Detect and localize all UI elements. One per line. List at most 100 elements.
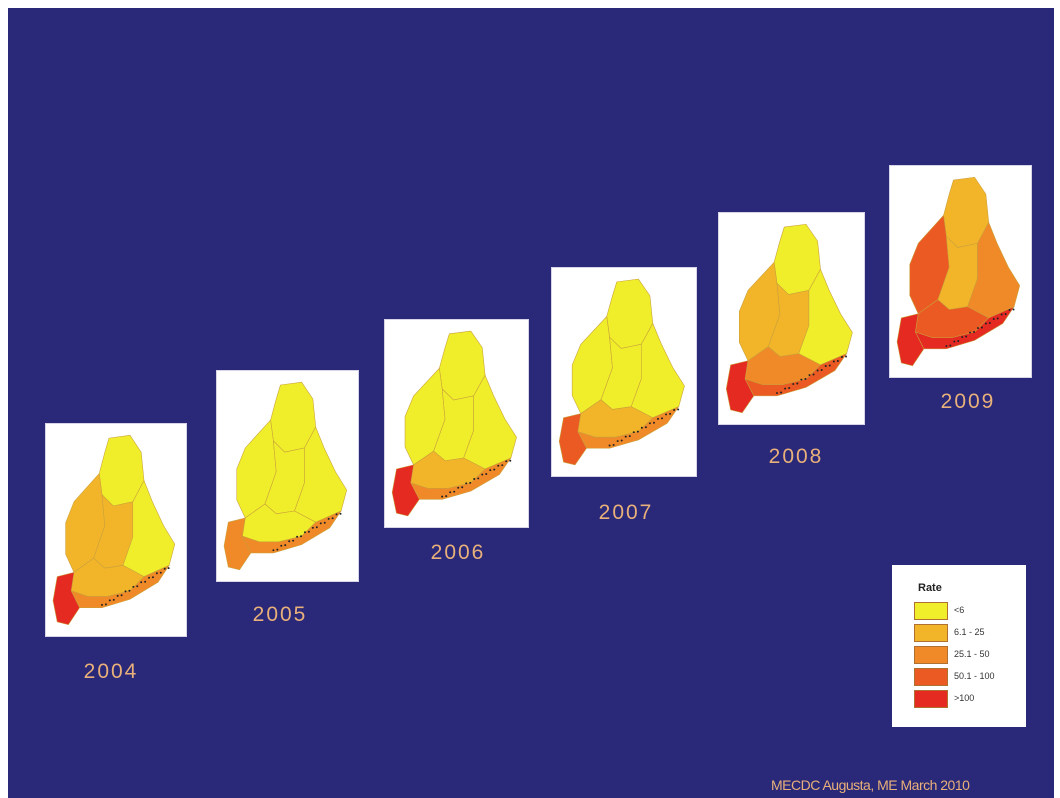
legend-item-label: 50.1 - 100 (954, 671, 995, 681)
island-dot (992, 318, 995, 321)
year-label-2005: 2005 (252, 603, 308, 626)
island-dot (969, 331, 972, 334)
island-dot (616, 440, 619, 443)
island-dot (808, 374, 811, 377)
year-label-2008: 2008 (768, 445, 824, 468)
island-dot (984, 322, 987, 325)
island-dot (449, 491, 452, 494)
map-card-2007 (551, 267, 697, 477)
island-dot (120, 594, 123, 597)
region-tip (725, 360, 755, 414)
legend-title: Rate (918, 582, 942, 594)
island-dot (315, 526, 318, 529)
island-dot (136, 585, 139, 588)
island-dot (101, 603, 103, 606)
island-dot (961, 336, 964, 339)
maine-map-2005 (223, 381, 348, 571)
island-dot (1000, 313, 1003, 316)
legend-item-label: <6 (954, 605, 965, 615)
island-dot (128, 589, 131, 592)
island-dot (339, 512, 342, 515)
region-east (630, 322, 685, 419)
island-dot (677, 408, 680, 411)
maine-map-2006 (391, 330, 517, 517)
island-dot (489, 469, 492, 472)
region-tip (52, 572, 80, 626)
island-dot (784, 387, 787, 390)
region-coast (744, 353, 848, 397)
island-dot (307, 530, 310, 533)
island-dot (949, 344, 952, 347)
region-coast (577, 406, 680, 449)
island-dot (477, 477, 480, 480)
year-label-2004: 2004 (83, 660, 139, 683)
island-dot (311, 526, 314, 529)
island-dot (656, 417, 659, 420)
island-dot (505, 460, 508, 463)
island-dot (159, 571, 162, 574)
region-coast (70, 564, 170, 609)
region-east (294, 426, 348, 523)
island-dot (673, 409, 676, 411)
map-card-2005 (216, 370, 359, 582)
island-dot (296, 535, 299, 538)
legend-swatch (914, 690, 948, 708)
island-dot (303, 531, 306, 534)
island-dot (331, 517, 334, 520)
island-dot (957, 340, 960, 342)
island-dot (116, 594, 119, 597)
island-dot (665, 413, 668, 416)
island-dot (497, 464, 500, 467)
island-dot (155, 572, 158, 575)
island-dot (1004, 312, 1007, 315)
island-dot (988, 321, 991, 324)
maine-map-2004 (52, 435, 176, 626)
island-dot (845, 355, 848, 358)
year-label-2009: 2009 (940, 390, 996, 413)
year-label-2007: 2007 (598, 501, 654, 524)
island-dot (780, 391, 783, 394)
legend-item: 50.1 - 100 (914, 668, 1024, 688)
region-coast (410, 457, 512, 500)
island-dot (148, 576, 151, 579)
island-dot (140, 581, 143, 584)
island-dot (792, 383, 795, 386)
map-card-2008 (718, 212, 865, 425)
island-dot (804, 378, 807, 380)
legend-item: <6 (914, 602, 1024, 622)
island-dot (132, 585, 135, 588)
source-credit: MECDC Augusta, ME March 2010 (771, 777, 970, 793)
island-dot (335, 513, 338, 516)
year-label-2006: 2006 (430, 541, 486, 564)
region-coast (914, 306, 1015, 350)
island-dot (624, 435, 627, 438)
island-dot (493, 468, 496, 471)
island-dot (272, 549, 275, 552)
island-dot (608, 444, 611, 447)
island-dot (1008, 309, 1011, 312)
island-dot (640, 426, 643, 429)
island-dot (292, 539, 295, 542)
island-dot (104, 603, 107, 606)
island-dot (1012, 308, 1015, 311)
island-dot (976, 327, 979, 330)
island-dot (108, 599, 111, 602)
island-dot (840, 356, 843, 359)
island-dot (151, 576, 154, 579)
island-dot (824, 365, 827, 368)
island-dot (163, 567, 166, 570)
island-dot (648, 422, 651, 425)
legend-item: >100 (914, 690, 1024, 710)
legend-item-label: 25.1 - 50 (954, 649, 990, 659)
region-tip (558, 413, 587, 466)
island-dot (828, 364, 831, 367)
island-dot (501, 464, 504, 467)
island-dot (327, 517, 330, 520)
island-dot (461, 486, 464, 489)
island-dot (445, 495, 448, 498)
island-dot (284, 544, 287, 547)
island-dot (820, 368, 823, 371)
map-legend: Rate <6 6.1 - 25 25.1 - 50 50.1 - 100 >1… (892, 565, 1026, 727)
island-dot (300, 535, 303, 538)
island-dot (280, 544, 283, 547)
